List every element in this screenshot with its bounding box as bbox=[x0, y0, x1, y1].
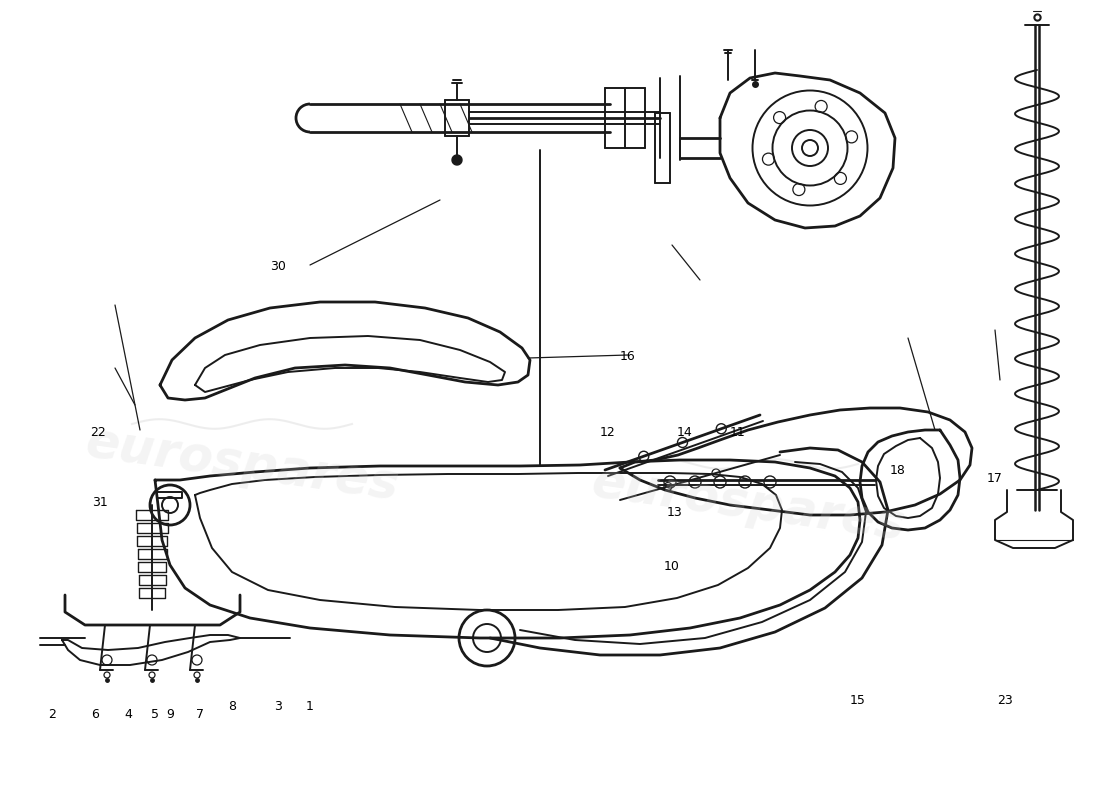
Text: 18: 18 bbox=[890, 463, 906, 477]
Polygon shape bbox=[452, 155, 462, 165]
Text: 30: 30 bbox=[271, 261, 286, 274]
Text: 6: 6 bbox=[91, 709, 99, 722]
Circle shape bbox=[739, 476, 751, 488]
Text: 16: 16 bbox=[620, 350, 636, 363]
Text: 4: 4 bbox=[124, 709, 132, 722]
Circle shape bbox=[664, 476, 676, 488]
Circle shape bbox=[678, 438, 688, 447]
Text: 14: 14 bbox=[678, 426, 693, 438]
Circle shape bbox=[764, 476, 776, 488]
Text: 9: 9 bbox=[166, 709, 174, 722]
Circle shape bbox=[716, 424, 726, 434]
Text: 13: 13 bbox=[667, 506, 683, 518]
Text: 8: 8 bbox=[228, 701, 236, 714]
Circle shape bbox=[639, 451, 649, 462]
Text: 2: 2 bbox=[48, 709, 56, 722]
Text: 17: 17 bbox=[987, 471, 1003, 485]
Circle shape bbox=[714, 476, 726, 488]
Text: 5: 5 bbox=[151, 709, 160, 722]
Text: eurospares: eurospares bbox=[588, 458, 908, 550]
Text: 7: 7 bbox=[196, 709, 204, 722]
Text: 22: 22 bbox=[90, 426, 106, 438]
Circle shape bbox=[689, 476, 701, 488]
Text: 11: 11 bbox=[730, 426, 746, 438]
Text: eurospares: eurospares bbox=[82, 418, 402, 510]
Text: 23: 23 bbox=[997, 694, 1013, 706]
Text: 31: 31 bbox=[92, 495, 108, 509]
Text: 1: 1 bbox=[306, 701, 313, 714]
Text: 12: 12 bbox=[601, 426, 616, 438]
Text: 10: 10 bbox=[664, 561, 680, 574]
Text: 15: 15 bbox=[850, 694, 866, 706]
Circle shape bbox=[792, 130, 828, 166]
Text: 3: 3 bbox=[274, 701, 282, 714]
